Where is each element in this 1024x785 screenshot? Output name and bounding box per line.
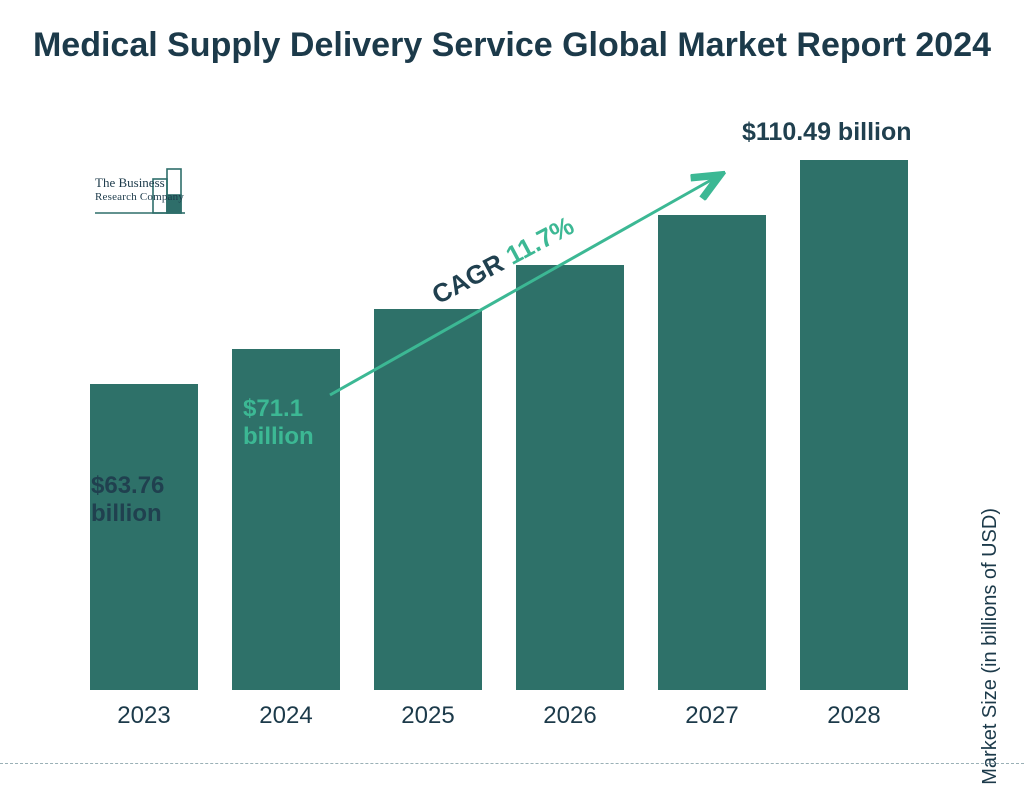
x-label-2027: 2027 — [658, 702, 766, 730]
bar-2026 — [516, 265, 624, 690]
value-label-0: $63.76billion — [91, 472, 164, 527]
x-label-2028: 2028 — [800, 702, 908, 730]
bar-2025 — [374, 309, 482, 690]
chart-title: Medical Supply Delivery Service Global M… — [0, 24, 1024, 67]
x-label-2023: 2023 — [90, 702, 198, 730]
bar-2023 — [90, 384, 198, 690]
x-label-2026: 2026 — [516, 702, 624, 730]
y-axis-label: Market Size (in billions of USD) — [979, 508, 1002, 785]
bottom-divider — [0, 763, 1024, 764]
x-label-2025: 2025 — [374, 702, 482, 730]
bar-2028 — [800, 160, 908, 690]
bar-2027 — [658, 215, 766, 690]
bar-chart: 202320242025202620272028 — [90, 160, 910, 690]
value-label-2: $110.49 billion — [742, 118, 912, 147]
value-label-1: $71.1billion — [243, 395, 314, 450]
x-label-2024: 2024 — [232, 702, 340, 730]
